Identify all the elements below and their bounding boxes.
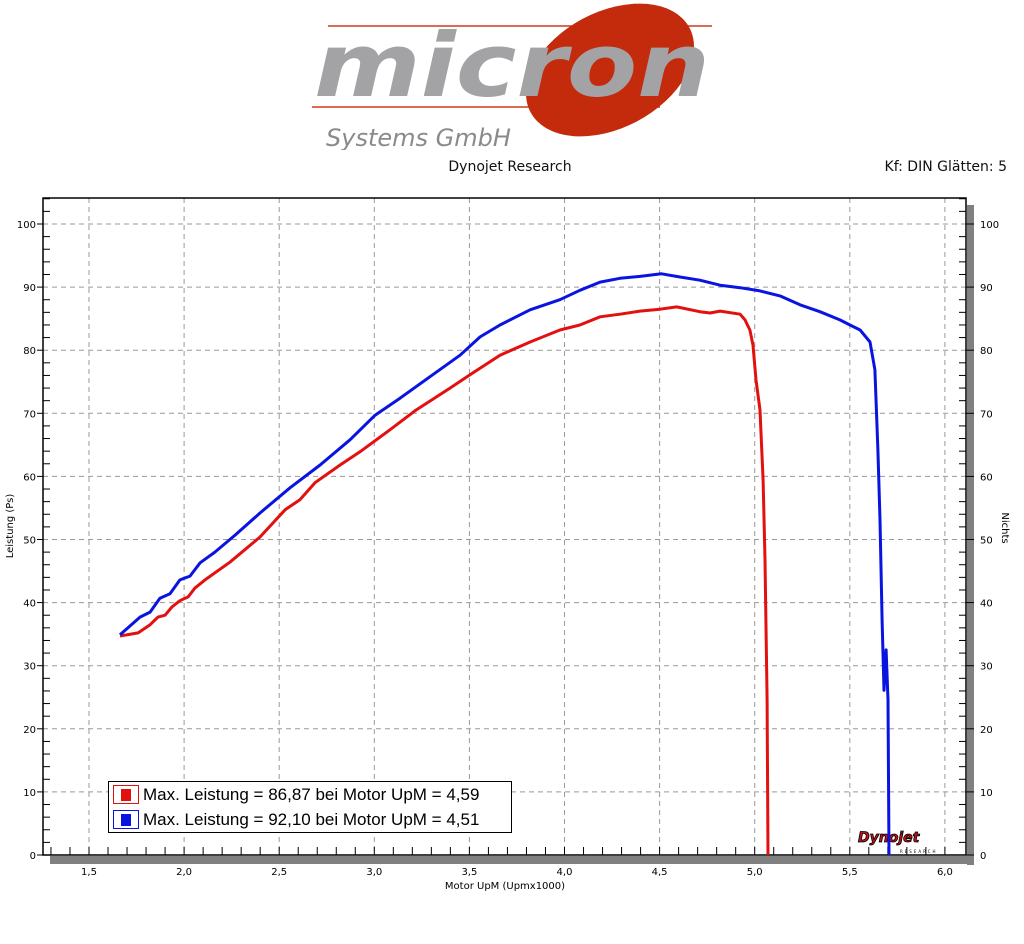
y2-tick-label: 100 <box>980 220 999 231</box>
y-tick-label: 50 <box>23 536 36 547</box>
y-tick-label: 60 <box>23 472 36 483</box>
dynojet-logo-sub: RESEARCH <box>900 849 938 854</box>
y2-axis-label: Nichts <box>999 512 1010 543</box>
legend-label: Max. Leistung = 92,10 bei Motor UpM = 4,… <box>143 809 480 829</box>
y-tick-label: 80 <box>23 346 36 357</box>
legend-label: Max. Leistung = 86,87 bei Motor UpM = 4,… <box>143 784 480 804</box>
x-tick-label: 5,0 <box>747 867 763 878</box>
y-tick-label: 30 <box>23 662 36 673</box>
x-tick-label: 3,5 <box>461 867 477 878</box>
y-axis-label: Leistung (Ps) <box>5 494 16 559</box>
micron-logo: micron Systems GmbH <box>312 3 712 150</box>
y2-tick-label: 30 <box>980 662 993 673</box>
series-line-blue <box>119 272 891 856</box>
blue-swatch-icon <box>113 810 139 829</box>
settings-label: Kf: DIN Glätten: 5 <box>884 159 1007 175</box>
x-tick-label: 5,5 <box>842 867 858 878</box>
red-swatch-icon <box>113 785 139 804</box>
frame-shadow-bottom <box>50 856 974 864</box>
x-tick-label: 4,5 <box>652 867 668 878</box>
x-tick-label: 2,0 <box>176 867 192 878</box>
y2-tick-label: 20 <box>980 725 993 736</box>
y-tick-label: 0 <box>30 851 36 862</box>
y-tick-label: 10 <box>23 788 36 799</box>
y2-tick-label: 40 <box>980 599 993 610</box>
chart-title: Dynojet Research <box>448 159 572 175</box>
x-tick-label: 4,0 <box>557 867 573 878</box>
y2-tick-label: 10 <box>980 788 993 799</box>
x-tick-label: 3,0 <box>366 867 382 878</box>
logo-subtitle: Systems GmbH <box>326 124 511 150</box>
y2-tick-label: 90 <box>980 283 993 294</box>
y2-tick-label: 70 <box>980 409 993 420</box>
series-line-red <box>119 305 770 856</box>
y2-tick-label: 50 <box>980 536 993 547</box>
legend-item-red: Max. Leistung = 86,87 bei Motor UpM = 4,… <box>109 782 511 807</box>
y2-tick-label: 0 <box>980 851 986 862</box>
y-tick-label: 40 <box>23 599 36 610</box>
legend-item-blue: Max. Leistung = 92,10 bei Motor UpM = 4,… <box>109 807 511 832</box>
x-tick-label: 2,5 <box>271 867 287 878</box>
x-axis-label: Motor UpM (Upmx1000) <box>445 881 565 892</box>
y-tick-label: 20 <box>23 725 36 736</box>
plot-frame <box>42 197 967 856</box>
x-tick-label: 1,5 <box>81 867 97 878</box>
frame-shadow-right <box>967 205 974 865</box>
logo-wordmark: micron <box>314 14 710 117</box>
y-tick-label: 100 <box>17 220 36 231</box>
x-tick-label: 6,0 <box>937 867 953 878</box>
legend: Max. Leistung = 86,87 bei Motor UpM = 4,… <box>108 781 512 833</box>
y2-tick-label: 60 <box>980 472 993 483</box>
y2-tick-label: 80 <box>980 346 993 357</box>
y-tick-label: 70 <box>23 409 36 420</box>
y-tick-label: 90 <box>23 283 36 294</box>
